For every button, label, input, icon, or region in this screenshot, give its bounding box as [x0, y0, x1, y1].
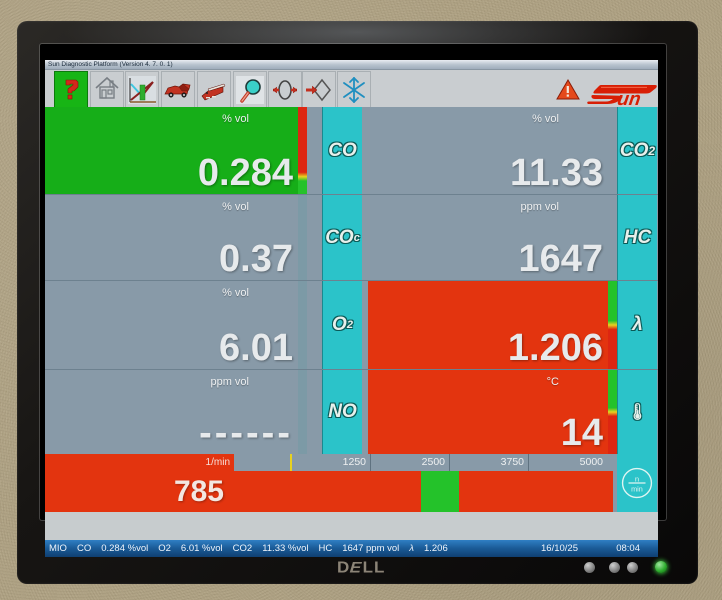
svg-text:min: min	[631, 485, 643, 494]
svg-text:n: n	[635, 474, 639, 483]
svg-text:un: un	[616, 89, 642, 107]
